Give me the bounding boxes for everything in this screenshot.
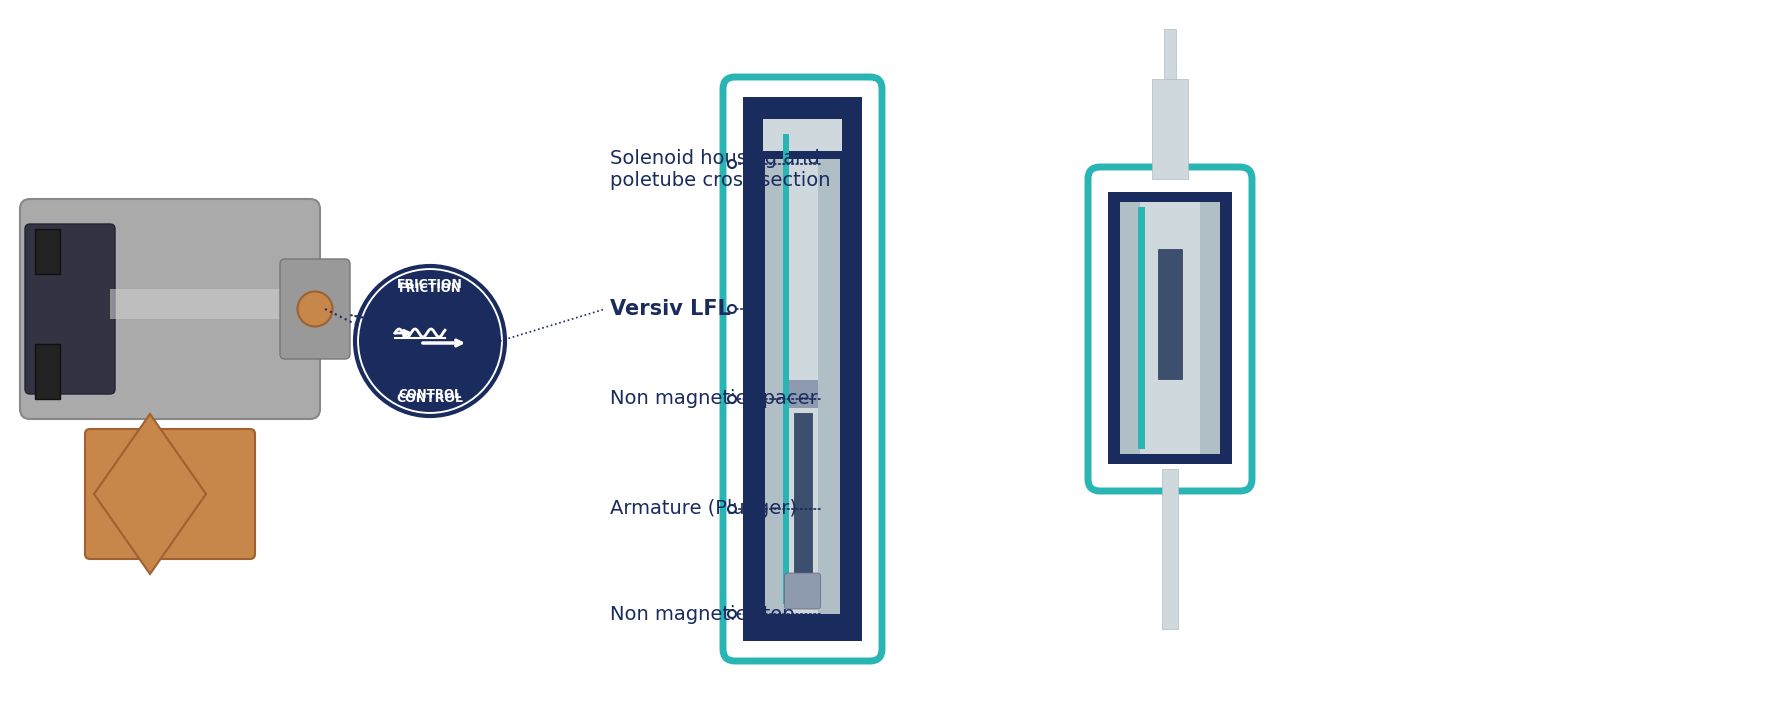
FancyBboxPatch shape (723, 77, 883, 661)
Bar (1152, 79, 1187, 179)
Bar (1164, 29, 1177, 79)
Circle shape (728, 305, 735, 313)
Text: Non magnetic spacer: Non magnetic spacer (611, 389, 817, 408)
FancyBboxPatch shape (20, 199, 320, 419)
Bar (765, 124, 787, 614)
Bar (110, 289, 310, 319)
Bar (1137, 207, 1145, 449)
Text: CONTROL: CONTROL (397, 391, 463, 405)
Text: CONTROL: CONTROL (399, 388, 461, 401)
Bar (1139, 202, 1200, 454)
Bar (1200, 202, 1219, 454)
Ellipse shape (297, 291, 333, 327)
Bar (783, 134, 789, 604)
FancyBboxPatch shape (785, 573, 821, 609)
Bar (742, 97, 862, 641)
Text: Armature (Plunger): Armature (Plunger) (611, 500, 797, 518)
Circle shape (728, 395, 735, 403)
Text: Versiv LFL: Versiv LFL (611, 299, 732, 319)
Bar (1159, 249, 1182, 379)
Bar (764, 119, 842, 151)
Bar (1120, 202, 1139, 454)
Polygon shape (94, 414, 206, 574)
Text: Solenoid housing and
poletube cross-section: Solenoid housing and poletube cross-sect… (611, 148, 831, 189)
Circle shape (360, 270, 500, 412)
Circle shape (728, 505, 735, 513)
Circle shape (728, 160, 735, 168)
Text: FRICTION: FRICTION (399, 281, 461, 294)
Bar (742, 97, 862, 159)
Bar (1107, 192, 1232, 464)
Text: FRICTION: FRICTION (397, 277, 463, 291)
Text: Non magnetic stop: Non magnetic stop (611, 605, 794, 623)
FancyBboxPatch shape (85, 429, 255, 559)
Bar (765, 124, 840, 614)
Bar (787, 380, 819, 408)
FancyBboxPatch shape (279, 259, 351, 359)
FancyBboxPatch shape (1088, 167, 1251, 491)
Circle shape (728, 610, 735, 618)
Bar (819, 124, 840, 614)
Bar (1162, 469, 1178, 629)
Bar (36, 229, 61, 274)
FancyBboxPatch shape (25, 224, 116, 394)
Bar (794, 413, 812, 579)
Bar (36, 344, 61, 399)
